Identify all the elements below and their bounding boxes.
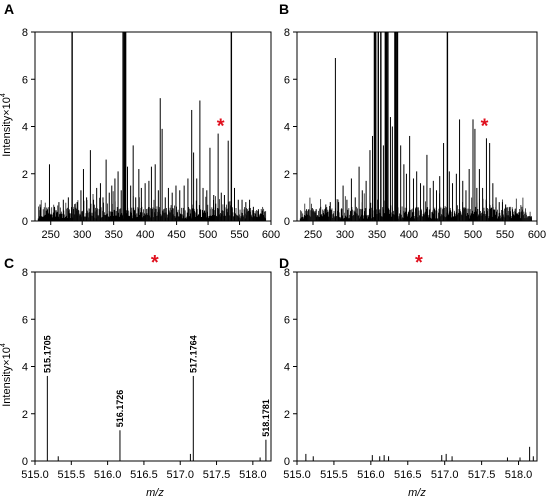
panel-b: B 0 2 4 6 8 250 300 350 400 450 500 550 600 * xyxy=(279,1,546,241)
panel-c-y-tick-label: 8 xyxy=(22,267,28,279)
panel-c-y-tick-label: 2 xyxy=(22,409,28,421)
panel-d-frame xyxy=(296,271,538,462)
panel-c-frame xyxy=(34,271,272,462)
panel-d-x-tick-label: 515.5 xyxy=(320,469,348,481)
panel-a-y-tick-label: 0 xyxy=(22,216,28,228)
panel-b-plot: 0 2 4 6 8 250 300 350 400 450 500 550 600 * xyxy=(284,27,546,241)
panel-b-x-tick-label: 350 xyxy=(368,229,386,241)
panel-d-x-axis-label: m/z xyxy=(408,487,426,499)
panel-c-x-tick-label: 517.0 xyxy=(166,469,194,481)
panel-a-y-axis-label: Intensity×104 xyxy=(0,93,13,157)
panel-c-x-axis-label: m/z xyxy=(146,487,164,499)
panel-c-x-tick-label: 516.5 xyxy=(130,469,158,481)
panel-c-plot: 0 2 4 6 8 515.0 515.5 516.0 516.5 517.0 517.5 518.0… xyxy=(21,252,272,481)
panel-a-y-tick-label: 8 xyxy=(22,27,28,39)
panel-a-x-tick-label: 600 xyxy=(262,229,280,241)
panel-a-x-tick-label: 350 xyxy=(104,229,122,241)
panel-d-x-tick-label: 517.5 xyxy=(468,469,496,481)
panel-a-x-tick-label: 500 xyxy=(199,229,217,241)
panel-d-x-tick-label: 517.0 xyxy=(431,469,459,481)
panel-b-x-tick-label: 250 xyxy=(304,229,322,241)
panel-d-asterisk-marker: * xyxy=(415,252,423,274)
panel-d-x-tick-label: 518.0 xyxy=(505,469,533,481)
panel-c-x-tick-label: 517.5 xyxy=(203,469,231,481)
panel-b-x-tick-label: 600 xyxy=(528,229,546,241)
panel-a-asterisk-marker: * xyxy=(217,116,225,138)
panel-c-x-tick-label: 515.5 xyxy=(58,469,86,481)
panel-a-x-tick-label: 450 xyxy=(167,229,185,241)
panel-b-x-tick-label: 500 xyxy=(464,229,482,241)
panel-b-x-tick-label: 450 xyxy=(432,229,450,241)
panel-a-y-tick-label: 2 xyxy=(22,169,28,181)
panel-b-y-tick-label: 4 xyxy=(284,122,290,134)
panel-c-y-axis-label: Intensity×104 xyxy=(0,343,13,407)
panel-a-plot: 0 2 4 6 8 250 300 350 400 450 500 550 600 * xyxy=(22,27,280,241)
panel-d-x-tick-label: 516.5 xyxy=(394,469,422,481)
panel-a-x-tick-label: 250 xyxy=(42,229,60,241)
panel-c-x-tick-label: 515.0 xyxy=(21,469,49,481)
panel-c-y-tick-label: 6 xyxy=(22,314,28,326)
panel-a-frame xyxy=(34,31,272,222)
panel-b-y-tick-label: 8 xyxy=(284,27,290,39)
panel-d-y-tick-label: 0 xyxy=(284,456,290,468)
panel-b-letter: B xyxy=(279,1,289,17)
panel-b-y-tick-label: 0 xyxy=(284,216,290,228)
panel-c: C Intensity×104 0 2 4 6 8 515.0 515.5 516.0 516.… xyxy=(0,252,272,499)
panel-d-y-tick-label: 8 xyxy=(284,267,290,279)
panel-b-x-tick-label: 300 xyxy=(336,229,354,241)
panel-a-x-tick-label: 550 xyxy=(230,229,248,241)
panel-a-y-tick-label: 6 xyxy=(22,74,28,86)
panel-c-y-tick-label: 0 xyxy=(22,456,28,468)
panel-a-letter: A xyxy=(4,1,14,17)
panel-a-x-tick-label: 400 xyxy=(136,229,154,241)
panel-d-y-tick-label: 6 xyxy=(284,314,290,326)
panel-b-y-tick-label: 2 xyxy=(284,169,290,181)
panel-c-asterisk-marker: * xyxy=(151,252,159,274)
panel-d-x-tick-label: 516.0 xyxy=(357,469,385,481)
panel-d-y-tick-label: 2 xyxy=(284,409,290,421)
panel-d-x-tick-label: 515.0 xyxy=(283,469,311,481)
panel-a-y-tick-label: 4 xyxy=(22,122,28,134)
panel-a-x-tick-label: 300 xyxy=(73,229,91,241)
panel-c-peak-label: 515.1705 xyxy=(42,335,52,373)
panel-b-asterisk-marker: * xyxy=(481,116,489,138)
panel-a: A Intensity×104 0 2 4 6 8 250 300 350 400 450 500 5… xyxy=(0,1,280,241)
panel-c-x-tick-label: 518.0 xyxy=(239,469,267,481)
panel-c-y-axis-label-text: Intensity×104 xyxy=(0,343,13,407)
panel-d: D 0 2 4 6 8 515.0 515.5 516.0 516.5 517.0 517.5 518… xyxy=(279,252,538,499)
panel-c-peak-label: 517.1764 xyxy=(188,335,198,373)
panel-d-plot: 0 2 4 6 8 515.0 515.5 516.0 516.5 517.0 517.5 518.0… xyxy=(283,252,538,481)
panel-d-letter: D xyxy=(279,255,289,271)
panel-c-peak-label: 516.1726 xyxy=(115,390,125,428)
panel-a-y-axis-label-text: Intensity×104 xyxy=(0,93,13,157)
panel-b-y-tick-label: 6 xyxy=(284,74,290,86)
panel-c-x-tick-label: 516.0 xyxy=(94,469,122,481)
panel-d-y-tick-label: 4 xyxy=(284,362,290,374)
panel-c-letter: C xyxy=(4,255,14,271)
panel-c-peak-label: 518.1781 xyxy=(261,399,271,437)
panel-b-x-tick-label: 400 xyxy=(400,229,418,241)
panel-c-y-tick-label: 4 xyxy=(22,362,28,374)
panel-b-x-tick-label: 550 xyxy=(496,229,514,241)
